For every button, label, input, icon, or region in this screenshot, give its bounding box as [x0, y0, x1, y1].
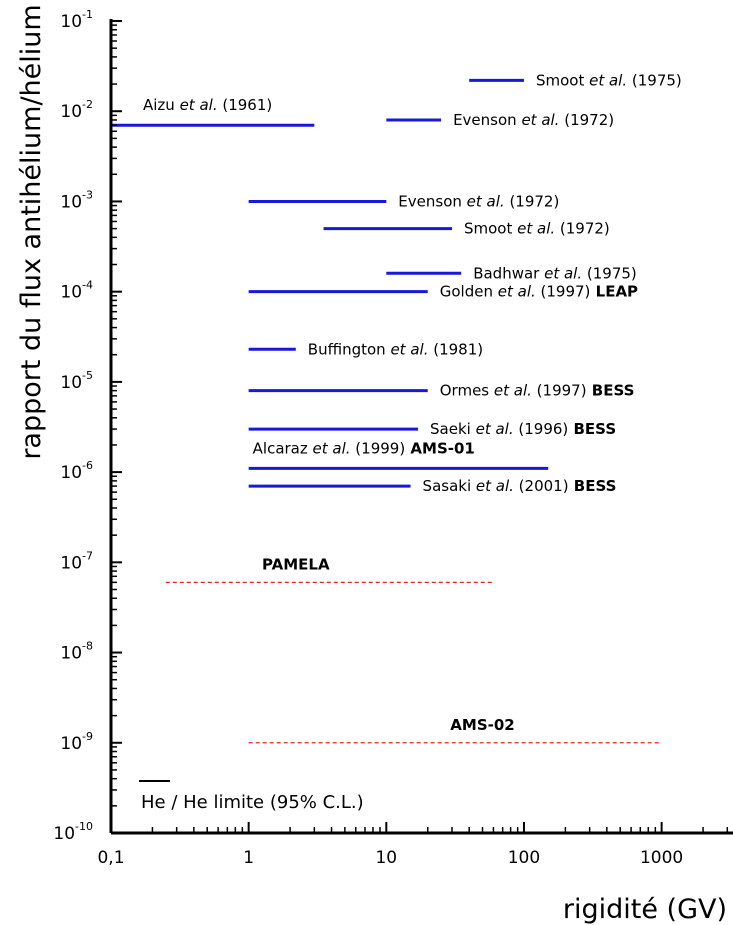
limit-label-author: Aizu	[143, 96, 180, 114]
y-tick-base: 10	[60, 192, 82, 212]
y-tick-exponent: -4	[82, 279, 93, 292]
limit-label-year: (1975)	[582, 264, 637, 282]
limit-label-author: Badhwar	[473, 264, 544, 282]
limit-label-author: Saeki	[430, 420, 476, 438]
limit-label-sasaki-2001: Sasaki et al. (2001) BESS	[423, 477, 617, 495]
limit-label-smoot-1972: Smoot et al. (1972)	[464, 220, 610, 238]
y-tick-label: 10-4	[60, 279, 93, 303]
limit-label-year: (1972)	[555, 220, 610, 238]
y-tick-exponent: -10	[75, 820, 93, 833]
limit-label-author: Alcaraz	[253, 439, 313, 457]
y-tick-label: 10-7	[60, 549, 93, 573]
y-tick-exponent: -6	[82, 459, 93, 472]
limit-label-year: (1972)	[505, 192, 560, 210]
y-tick-exponent: -8	[82, 640, 93, 653]
limit-label-aizu-1961: Aizu et al. (1961)	[143, 96, 272, 114]
limit-label-etal: et al.	[467, 192, 505, 210]
limit-label-year: (1997)	[536, 283, 591, 301]
limit-label-smoot-1975: Smoot et al. (1975)	[536, 71, 682, 89]
limit-label-author: Buffington	[308, 340, 391, 358]
y-tick-exponent: -5	[82, 369, 93, 382]
x-tick-label: 100	[508, 848, 540, 868]
limit-label-year: (2001)	[514, 477, 569, 495]
y-tick-label: 10-2	[60, 98, 93, 122]
limit-label-experiment: AMS-01	[405, 439, 475, 457]
x-tick-label: 1	[243, 848, 254, 868]
y-tick-exponent: -3	[82, 188, 93, 201]
limit-label-experiment: BESS	[587, 382, 635, 400]
limits-layer	[111, 78, 549, 488]
limit-label-experiment: BESS	[568, 420, 616, 438]
axes-layer: 10-1010-910-810-710-610-510-410-310-210-…	[53, 8, 733, 868]
limit-label-etal: et al.	[521, 111, 559, 129]
limit-label-year: (1975)	[627, 71, 682, 89]
limit-label-experiment: LEAP	[590, 283, 638, 301]
limit-label-ormes-1997: Ormes et al. (1997) BESS	[440, 382, 635, 400]
legend-label: He / He limite (95% C.L.)	[141, 792, 364, 813]
y-tick-label: 10-10	[53, 820, 93, 844]
limit-label-etal: et al.	[476, 420, 514, 438]
limit-label-etal: et al.	[517, 220, 555, 238]
y-tick-base: 10	[60, 373, 82, 393]
projection-label-pamela: PAMELA	[262, 555, 330, 573]
limit-label-author: Golden	[440, 283, 498, 301]
limit-label-year: (1961)	[218, 96, 273, 114]
limit-label-year: (1997)	[532, 382, 587, 400]
y-axis-title: rapport du flux antihélium/hélium	[16, 4, 47, 459]
limit-label-etal: et al.	[498, 283, 536, 301]
y-tick-base: 10	[60, 12, 82, 32]
limit-label-experiment: BESS	[569, 477, 617, 495]
y-tick-base: 10	[60, 553, 82, 573]
labels-layer: Aizu et al. (1961) Smoot et al. (1975) Eve…	[143, 71, 682, 733]
y-tick-base: 10	[60, 102, 82, 122]
limit-label-evenson-1972-b: Evenson et al. (1972)	[398, 192, 559, 210]
limit-label-alcaraz-1999: Alcaraz et al. (1999) AMS-01	[253, 439, 475, 457]
limit-label-etal: et al.	[544, 264, 582, 282]
y-tick-label: 10-5	[60, 369, 93, 393]
limit-label-buffington-1981: Buffington et al. (1981)	[308, 340, 483, 358]
y-tick-exponent: -9	[82, 730, 93, 743]
y-tick-base: 10	[53, 824, 75, 844]
limit-label-etal: et al.	[313, 439, 351, 457]
x-tick-label: 1000	[640, 848, 683, 868]
y-tick-label: 10-8	[60, 640, 93, 664]
x-axis-title: rigidité (GV)	[563, 894, 727, 925]
limit-label-author: Evenson	[453, 111, 521, 129]
x-tick-label: 0,1	[97, 848, 124, 868]
limit-label-etal: et al.	[589, 71, 627, 89]
x-tick-label: 10	[375, 848, 397, 868]
limit-label-etal: et al.	[476, 477, 514, 495]
limit-label-saeki-1996: Saeki et al. (1996) BESS	[430, 420, 616, 438]
limit-label-author: Sasaki	[423, 477, 476, 495]
limit-label-year: (1972)	[559, 111, 614, 129]
y-tick-base: 10	[60, 463, 82, 483]
limit-label-author: Evenson	[398, 192, 466, 210]
limit-label-year: (1999)	[351, 439, 406, 457]
limit-label-author: Ormes	[440, 382, 494, 400]
y-tick-exponent: -2	[82, 98, 93, 111]
y-tick-exponent: -1	[82, 8, 93, 21]
y-tick-label: 10-3	[60, 188, 93, 212]
limit-label-year: (1996)	[514, 420, 569, 438]
limit-label-year: (1981)	[428, 340, 483, 358]
projection-label-ams-02: AMS-02	[450, 716, 514, 734]
y-tick-base: 10	[60, 644, 82, 664]
legend: He / He limite (95% C.L.)	[139, 780, 364, 813]
limit-label-etal: et al.	[494, 382, 532, 400]
limit-label-author: Smoot	[464, 220, 517, 238]
y-tick-base: 10	[60, 734, 82, 754]
y-tick-label: 10-1	[60, 8, 93, 32]
y-tick-exponent: -7	[82, 549, 93, 562]
y-tick-base: 10	[60, 283, 82, 303]
limit-label-evenson-1972-a: Evenson et al. (1972)	[453, 111, 614, 129]
projections-layer	[165, 581, 662, 744]
limit-label-golden-1997: Golden et al. (1997) LEAP	[440, 283, 638, 301]
y-tick-label: 10-6	[60, 459, 93, 483]
limit-label-etal: et al.	[180, 96, 218, 114]
limit-label-author: Smoot	[536, 71, 589, 89]
y-tick-label: 10-9	[60, 730, 93, 754]
limit-label-badhwar-1975: Badhwar et al. (1975)	[473, 264, 637, 282]
limit-label-etal: et al.	[390, 340, 428, 358]
